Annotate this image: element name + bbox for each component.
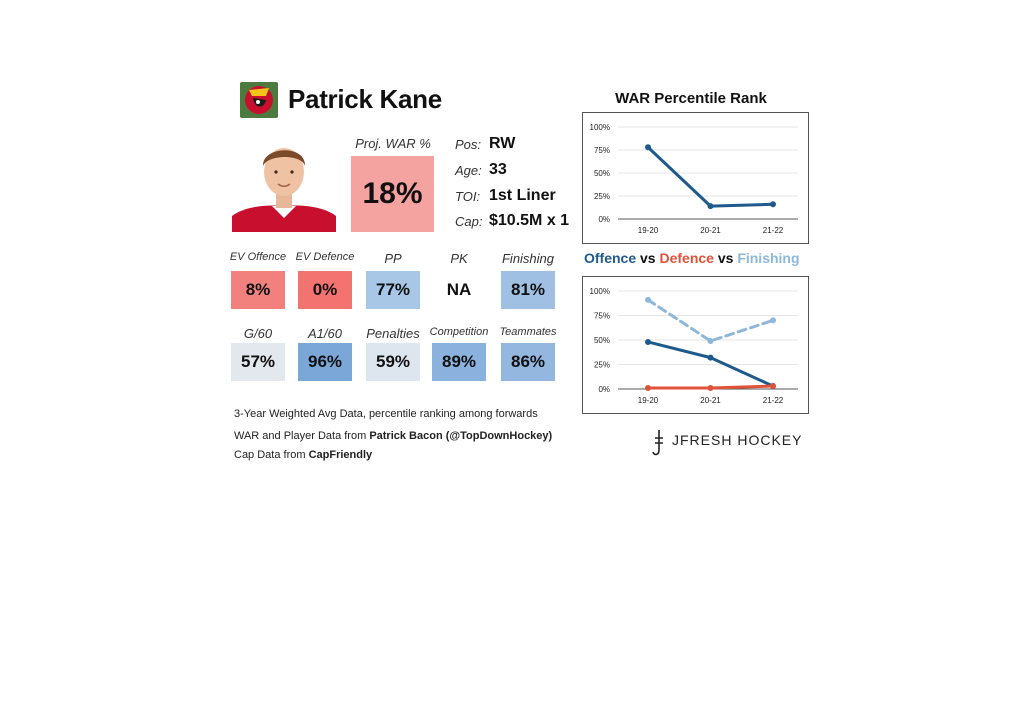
data-point [707,385,714,392]
legend-vs-1: vs [636,250,660,266]
player-headshot [232,136,336,232]
pos-key: Pos: [455,137,482,152]
y-tick-label: 100% [590,123,610,132]
jfresh-logo-icon [651,428,665,463]
war-percentile-chart: 0% 25% 50% 75% 100% 19-20 20-21 21-22 [582,112,809,244]
data-point [645,144,651,151]
data-point [707,354,714,361]
toi-value: 1st Liner [489,187,556,204]
breakdown-legend: Offence vs Defence vs Finishing [584,250,800,266]
x-tick-label: 19-20 [638,226,659,235]
stat-label: Competition [429,326,489,338]
stat-value: NA [432,271,486,309]
stat-value: 8% [231,271,285,309]
y-tick-label: 75% [594,146,610,155]
x-tick-label: 21-22 [763,396,784,405]
legend-offence: Offence [584,250,637,266]
y-tick-label: 0% [598,385,610,394]
series-line-war [646,145,775,208]
y-tick-label: 50% [594,336,610,345]
war-chart-svg: 0% 25% 50% 75% 100% 19-20 20-21 21-22 [590,123,798,235]
data-point [770,317,776,324]
war-chart-title: WAR Percentile Rank [615,90,767,107]
stat-label: EV Offence [229,251,287,263]
series-line-finishing [646,298,775,343]
legend-finishing: Finishing [737,250,800,266]
note-data-source: 3-Year Weighted Avg Data, percentile ran… [234,408,538,420]
x-tick-label: 19-20 [638,396,659,405]
legend-defence: Defence [659,250,714,266]
stat-value: 0% [298,271,352,309]
stat-label: Finishing [501,251,555,266]
y-tick-label: 50% [594,169,610,178]
note-war-source: WAR and Player Data from Patrick Bacon (… [234,430,553,442]
x-tick-label: 20-21 [700,396,721,405]
data-point [770,201,776,208]
stat-value: 77% [366,271,420,309]
age-value: 33 [489,161,507,178]
pos-value: RW [489,135,516,152]
legend-vs-2: vs [713,250,738,266]
y-tick-label: 0% [598,215,610,224]
breakdown-chart: 0% 25% 50% 75% 100% 19-20 20-21 21-22 [582,276,809,414]
player-name: Patrick Kane [288,84,442,114]
y-tick-label: 100% [590,287,610,296]
stat-value: 86% [501,343,555,381]
stat-value: 96% [298,343,352,381]
cap-value: $10.5M x 1 [489,212,570,229]
data-point [645,296,651,303]
stat-value: 57% [231,343,285,381]
cap-key: Cap: [455,214,483,229]
toi-key: TOI: [455,189,481,204]
x-tick-label: 20-21 [700,226,721,235]
proj-war-label: Proj. WAR % [355,136,431,151]
proj-war-value: 18% [351,156,434,232]
note-cap-source: Cap Data from CapFriendly [234,449,373,461]
age-key: Age: [455,163,482,178]
stat-label: Teammates [499,326,557,338]
stat-value: 59% [366,343,420,381]
breakdown-chart-svg: 0% 25% 50% 75% 100% 19-20 20-21 21-22 [590,287,798,405]
data-point [707,203,714,210]
stat-value: 81% [501,271,555,309]
x-tick-label: 21-22 [763,226,784,235]
stat-value: 89% [432,343,486,381]
data-point [707,337,714,344]
data-point [645,385,651,392]
y-tick-label: 75% [594,312,610,321]
stat-label: Penalties [366,326,420,341]
stat-label: G/60 [243,326,273,341]
data-point [645,338,651,345]
blackhawks-logo [240,82,278,118]
y-tick-label: 25% [594,361,610,370]
stat-label: EV Defence [295,251,355,263]
data-point [770,383,776,390]
brand-name: JFRESH HOCKEY [672,432,803,448]
stat-label: A1/60 [308,326,342,341]
stat-label: PP [384,251,402,266]
stat-label: PK [450,251,468,266]
y-tick-label: 25% [594,192,610,201]
